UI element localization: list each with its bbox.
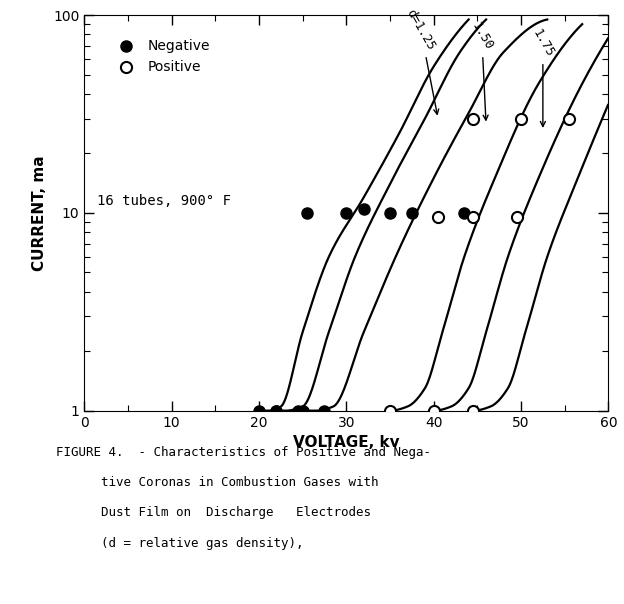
Text: Dust Film on  Discharge   Electrodes: Dust Film on Discharge Electrodes [56,506,371,519]
Text: (d = relative gas density),: (d = relative gas density), [56,536,304,550]
Text: d=1.25: d=1.25 [404,7,439,114]
Text: tive Coronas in Combustion Gases with: tive Coronas in Combustion Gases with [56,476,379,489]
Y-axis label: CURRENT, ma: CURRENT, ma [32,155,47,271]
X-axis label: VOLTAGE, kv: VOLTAGE, kv [293,435,399,450]
Legend: Negative, Positive: Negative, Positive [107,34,215,80]
Text: 16 tubes, 900° F: 16 tubes, 900° F [97,194,232,208]
Text: 1.50: 1.50 [469,19,495,120]
Text: 1.75: 1.75 [530,27,556,126]
Text: FIGURE 4.  - Characteristics of Positive and Nega-: FIGURE 4. - Characteristics of Positive … [56,446,431,459]
